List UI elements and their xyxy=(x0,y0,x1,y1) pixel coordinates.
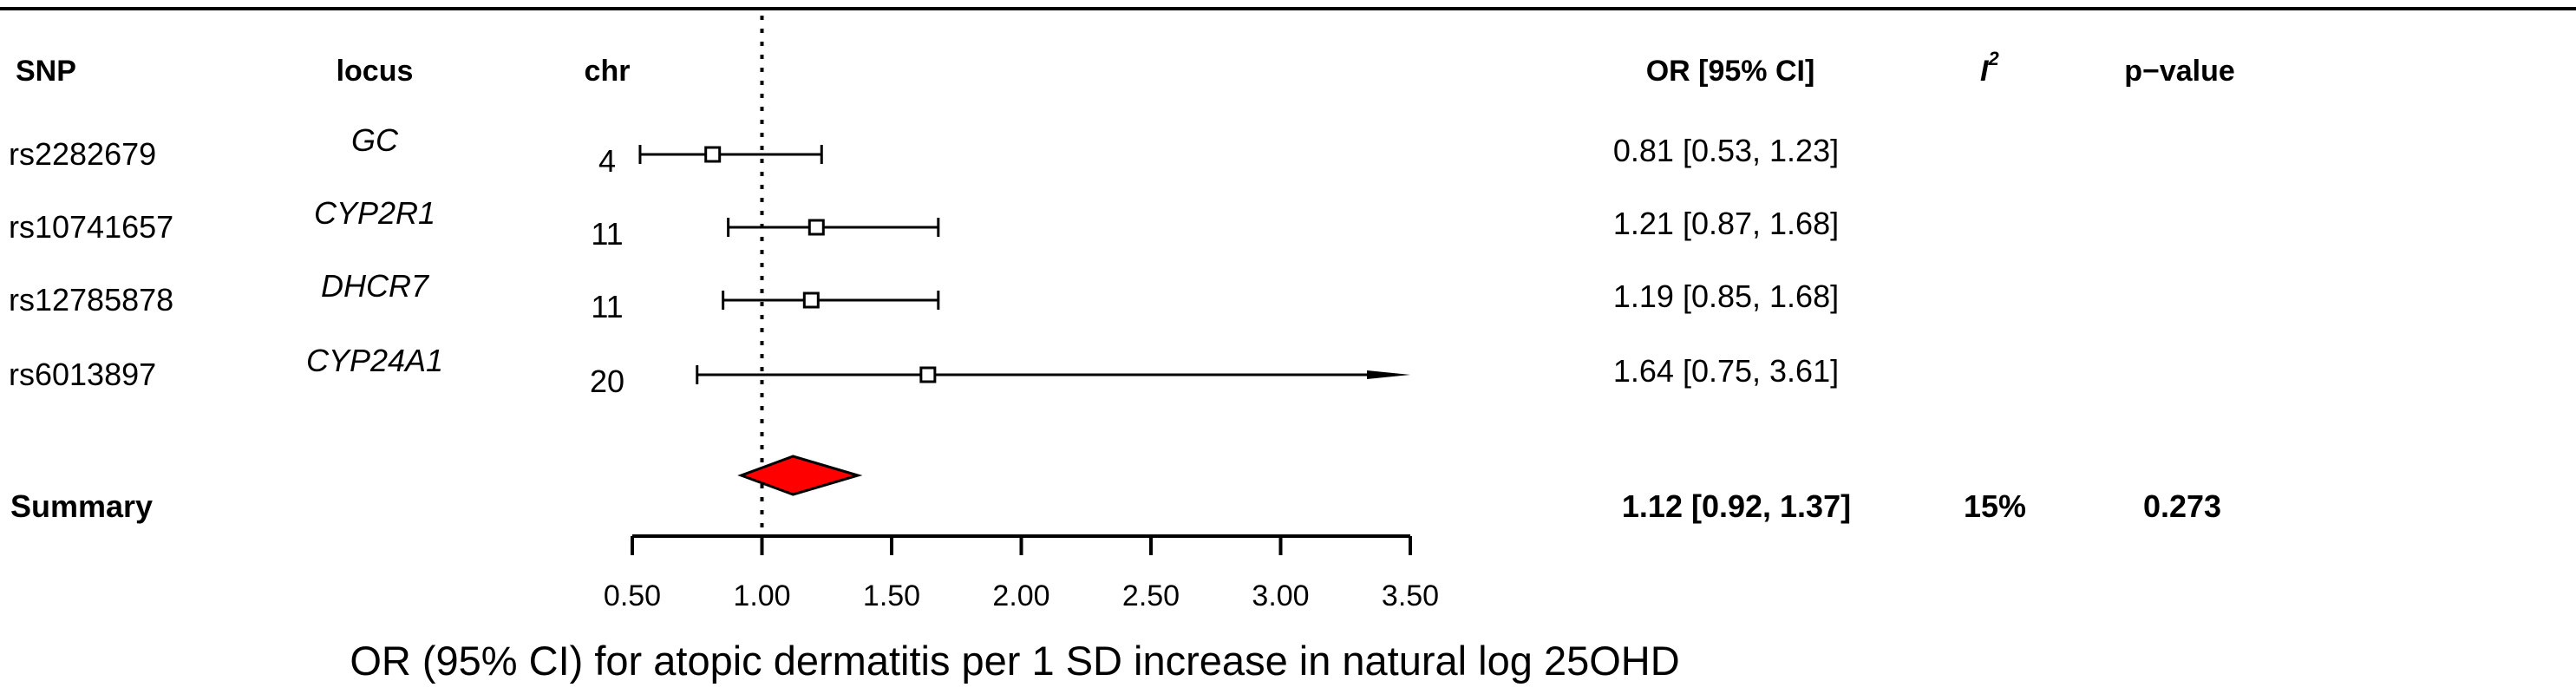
row-or-ci: 0.81 [0.53, 1.23] xyxy=(1613,133,1839,168)
study-row: rs2282679 GC 4 0.81 [0.53, 1.23] xyxy=(9,122,1839,179)
header-i2-sup: 2 xyxy=(1987,48,1999,69)
summary-p-value: 0.273 xyxy=(2143,488,2221,524)
row-or-ci: 1.19 [0.85, 1.68] xyxy=(1613,278,1839,314)
header-i2-letter: I xyxy=(1980,55,1990,88)
x-axis-label: OR (95% CI) for atopic dermatitis per 1 … xyxy=(350,638,1679,684)
row-chr: 20 xyxy=(590,363,624,399)
header-locus: locus xyxy=(337,55,414,88)
row-snp: rs12785878 xyxy=(9,282,173,318)
point-estimate xyxy=(919,366,937,383)
summary-or-ci: 1.12 [0.92, 1.37] xyxy=(1622,488,1851,524)
x-tick-label: 2.00 xyxy=(992,579,1049,612)
summary-diamond xyxy=(737,455,863,496)
study-row: rs12785878 DHCR7 11 1.19 [0.85, 1.68] xyxy=(9,268,1839,324)
header-snp: SNP xyxy=(16,55,76,88)
point-estimate xyxy=(802,291,820,309)
row-snp: rs10741657 xyxy=(9,209,173,245)
study-rows: rs2282679 GC 4 0.81 [0.53, 1.23] rs10741657 C… xyxy=(9,122,1839,399)
summary-label: Summary xyxy=(10,488,153,524)
row-snp: rs6013897 xyxy=(9,357,156,392)
ci-arrow xyxy=(1367,370,1410,379)
study-row: rs6013897 CYP24A1 20 1.64 [0.75, 3.61] xyxy=(9,343,1839,399)
row-locus: DHCR7 xyxy=(321,268,430,304)
study-row: rs10741657 CYP2R1 11 1.21 [0.87, 1.68] xyxy=(9,195,1839,252)
summary-i2: 15% xyxy=(1964,488,2026,524)
row-chr: 11 xyxy=(591,289,623,324)
row-locus: GC xyxy=(351,122,399,158)
x-tick-label: 1.00 xyxy=(733,579,790,612)
x-tick-label: 1.50 xyxy=(863,579,920,612)
row-chr: 11 xyxy=(591,216,623,252)
row-or-ci: 1.64 [0.75, 3.61] xyxy=(1613,353,1839,389)
header-chr: chr xyxy=(585,55,631,88)
x-tick-label: 0.50 xyxy=(604,579,661,612)
header-or: OR [95% CI] xyxy=(1646,55,1815,88)
x-tick-label: 2.50 xyxy=(1122,579,1180,612)
row-locus: CYP24A1 xyxy=(306,343,443,378)
x-tick-label: 3.00 xyxy=(1252,579,1309,612)
row-snp: rs2282679 xyxy=(9,136,156,172)
row-or-ci: 1.21 [0.87, 1.68] xyxy=(1613,206,1839,241)
header-i2: I2 xyxy=(1980,48,1999,88)
row-locus: CYP2R1 xyxy=(314,195,435,231)
point-estimate xyxy=(704,146,722,163)
row-chr: 4 xyxy=(598,143,616,179)
point-estimate xyxy=(807,219,825,236)
header-p-value: p−value xyxy=(2124,55,2235,88)
x-tick-label: 3.50 xyxy=(1382,579,1439,612)
x-axis: 0.50 1.00 1.50 2.00 2.50 3.00 3.50 xyxy=(604,534,1439,612)
